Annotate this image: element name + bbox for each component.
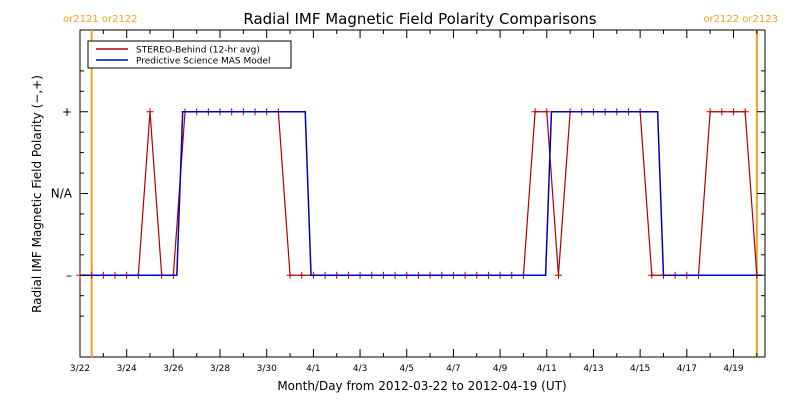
plot-frame: [79, 29, 766, 358]
series-0-point-57: [741, 108, 749, 116]
x-axis-label: Month/Day from 2012-03-22 to 2012-04-19 …: [277, 379, 566, 393]
x-tick-label-4: 3/30: [257, 364, 277, 374]
x-tick-label-9: 4/9: [493, 364, 508, 374]
y-axis-label: Radial IMF Magnetic Field Polarity (−,+): [30, 75, 44, 313]
series-0-point-19: [298, 271, 306, 279]
x-tick-label-12: 4/15: [630, 364, 650, 374]
series-0-point-18: [286, 271, 294, 279]
y-tick-label-1: N/A: [51, 187, 73, 201]
legend: STEREO-Behind (12-hr avg)Predictive Scie…: [87, 40, 292, 69]
series-0-point-49: [648, 271, 656, 279]
series-0-point-55: [718, 108, 726, 116]
series-0-point-54: [706, 108, 714, 116]
x-tick-label-0: 3/22: [70, 364, 90, 374]
x-tick-label-2: 3/26: [163, 364, 183, 374]
x-tick-label-13: 4/17: [677, 364, 697, 374]
series-0-point-41: [554, 271, 562, 279]
series-0-point-40: [543, 108, 551, 116]
x-tick-label-10: 4/11: [537, 364, 557, 374]
chart-title: Radial IMF Magnetic Field Polarity Compa…: [243, 10, 596, 28]
x-tick-label-1: 3/24: [117, 364, 137, 374]
x-tick-label-3: 3/28: [210, 364, 230, 374]
series-0-point-56: [729, 108, 737, 116]
y-tick-label-2: +: [62, 105, 72, 119]
series-line-1: [80, 111, 762, 276]
x-tick-label-8: 4/7: [446, 364, 460, 374]
carrington-marker-label-1: or2122 or2123: [703, 14, 778, 25]
carrington-marker-label-0: or2121 or2122: [63, 14, 138, 25]
legend-box: [87, 40, 292, 69]
x-tick-label-6: 4/3: [353, 364, 367, 374]
x-tick-label-5: 4/1: [306, 364, 320, 374]
series-0-point-39: [531, 108, 539, 116]
x-tick-label-11: 4/13: [583, 364, 603, 374]
series-0-point-6: [146, 108, 154, 116]
x-tick-label-14: 4/19: [723, 364, 743, 374]
y-tick-label-0: –: [66, 268, 72, 282]
legend-entry-1: Predictive Science MAS Model: [136, 57, 271, 67]
x-tick-label-7: 4/5: [400, 364, 414, 374]
legend-entry-0: STEREO-Behind (12-hr avg): [136, 46, 260, 56]
